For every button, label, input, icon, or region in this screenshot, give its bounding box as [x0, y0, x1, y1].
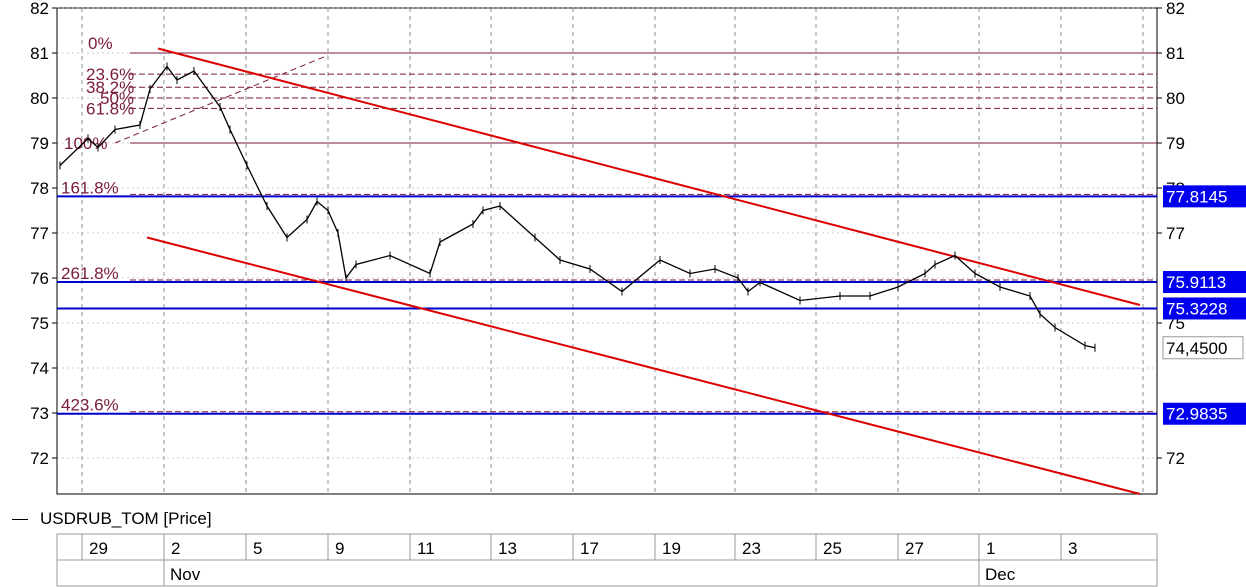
fib-retracement-label: 50%	[100, 89, 134, 108]
y-tick-label-left: 72	[30, 449, 49, 468]
x-day-label: 13	[498, 539, 517, 558]
x-month-label: Dec	[985, 565, 1016, 584]
fib-extension-label: 161.8%	[61, 178, 119, 197]
y-tick-label-left: 73	[30, 404, 49, 423]
channel-lower-line	[146, 236, 1141, 495]
y-tick-label-left: 82	[30, 0, 49, 18]
last-price-label: 74,4500	[1166, 339, 1227, 358]
y-tick-label-right: 80	[1166, 89, 1185, 108]
series-legend: USDRUB_TOM [Price]	[12, 509, 212, 529]
y-tick-label-left: 74	[30, 359, 49, 378]
x-day-label: 29	[89, 539, 108, 558]
plot-area	[56, 7, 1158, 495]
level-tag-label: 75.9113	[1166, 273, 1226, 292]
fib-retracement-label: 100%	[64, 134, 107, 153]
y-tick-label-right: 72	[1166, 449, 1185, 468]
level-tag-label: 72.9835	[1166, 405, 1227, 424]
x-day-label: 27	[905, 539, 924, 558]
x-month-label: Nov	[170, 565, 201, 584]
y-tick-label-right: 77	[1166, 224, 1185, 243]
legend-label: USDRUB_TOM [Price]	[40, 509, 212, 528]
level-tag	[1163, 270, 1246, 293]
y-tick-label-left: 77	[30, 224, 49, 243]
level-tag-label: 77.8145	[1166, 187, 1227, 206]
x-day-label: 25	[823, 539, 842, 558]
x-day-label: 1	[986, 539, 995, 558]
x-day-label: 17	[580, 539, 599, 558]
fib-retracement-label: 38.2%	[86, 78, 134, 97]
x-day-label: 2	[171, 539, 180, 558]
level-tag	[1163, 402, 1246, 425]
y-tick-label-left: 76	[30, 269, 49, 288]
y-tick-label-left: 80	[30, 89, 49, 108]
y-tick-label-left: 75	[30, 314, 49, 333]
fib-retracement-label: 23.6%	[86, 65, 134, 84]
fib-extension-label: 423.6%	[61, 396, 119, 415]
fib-retracement-label: 0%	[88, 34, 113, 53]
level-tag-label: 75.3228	[1166, 299, 1227, 318]
last-price-tag	[1162, 336, 1244, 360]
fib-retracement-label: 61.8%	[86, 99, 134, 118]
y-tick-label-right: 81	[1166, 44, 1185, 63]
y-tick-label-right: 82	[1166, 0, 1185, 18]
x-day-label: 23	[742, 539, 761, 558]
y-tick-label-left: 78	[30, 179, 49, 198]
x-day-label: 11	[417, 539, 435, 558]
legend-swatch	[12, 518, 28, 520]
x-day-label: 5	[253, 539, 262, 558]
y-tick-label-left: 79	[30, 134, 49, 153]
channel-upper-line	[157, 47, 1141, 306]
price-line	[59, 65, 1096, 349]
fib-diagonal	[114, 54, 329, 144]
x-day-label: 9	[335, 539, 344, 558]
level-tag	[1163, 297, 1246, 320]
y-tick-label-left: 81	[30, 44, 49, 63]
x-day-label: 19	[662, 539, 681, 558]
x-day-label: 3	[1068, 539, 1077, 558]
y-tick-label-right: 79	[1166, 134, 1185, 153]
fib-extension-label: 261.8%	[61, 264, 119, 283]
level-tag	[1163, 185, 1246, 208]
